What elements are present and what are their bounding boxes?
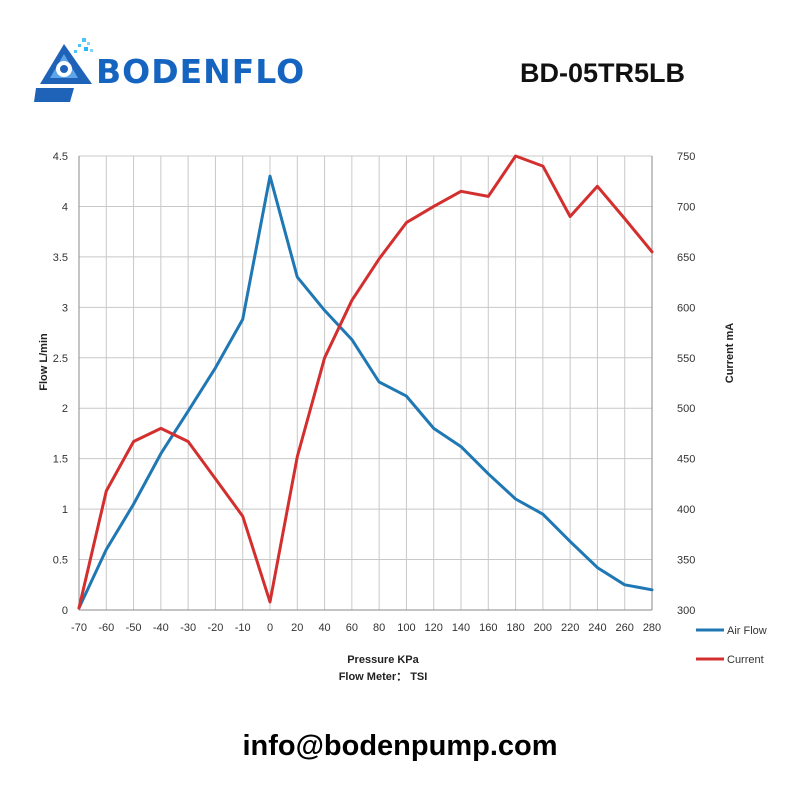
x-tick-label: 80 [373,622,385,634]
x-tick-label: 40 [318,622,330,634]
model-number: BD-05TR5LB [520,58,686,88]
y-tick-label: 4 [62,201,68,213]
y2-tick-label: 500 [677,403,695,415]
x-tick-label: 180 [506,622,524,634]
x-tick-label: 0 [267,622,273,634]
y-tick-label: 4.5 [53,151,68,163]
y-tick-label: 3 [62,302,68,314]
y2-tick-label: 600 [677,302,695,314]
y2-tick-label: 700 [677,201,695,213]
chart-svg: -70 -60 -50 -40 -30 -20 -10 0 20 40 60 80 100 120 140 1… [38,151,767,683]
y2-tick-label: 750 [677,151,695,163]
x-tick-label: 20 [291,622,303,634]
y2-tick-label: 300 [677,605,695,617]
y2-tick-label: 350 [677,555,695,567]
y-axis-label: Flow L/min [38,333,50,391]
x-tick-label: -30 [180,622,196,634]
chart-lines [77,154,654,610]
performance-chart: -70 -60 -50 -40 -30 -20 -10 0 20 40 60 80 100 120 140 1… [0,130,800,700]
x-tick-label: 140 [452,622,470,634]
series-line-air-flow [77,174,654,610]
legend-label-current: Current [727,654,764,666]
contact-email[interactable]: info@bodenpump.com [242,730,558,762]
x-tick-label: 200 [534,622,552,634]
x-tick-label: 280 [643,622,661,634]
x-tick-label: 120 [425,622,443,634]
y2-tick-label: 450 [677,454,695,466]
y-tick-label: 1 [62,504,68,516]
x-tick-label: 240 [588,622,606,634]
brand-name: BODENFLO [96,52,306,91]
header: BODENFLO BD-05TR5LB [0,0,800,120]
legend: Air Flow Current [696,625,767,666]
x-tick-label: -70 [71,622,87,634]
series-line-current [77,154,654,610]
x-tick-label: -20 [207,622,223,634]
x-tick-label: 260 [616,622,634,634]
x-tick-label: 100 [397,622,415,634]
y2-tick-label: 650 [677,252,695,264]
y2-tick-label: 550 [677,353,695,365]
x-axis-label: Pressure KPa [347,654,419,666]
chart-grid [78,155,653,611]
x-tick-label: 60 [346,622,358,634]
y-tick-label: 3.5 [53,252,68,264]
y-tick-label: 0.5 [53,555,68,567]
x-tick-label: 160 [479,622,497,634]
y2-axis-label: Current mA [724,323,736,384]
chart-axes: -70 -60 -50 -40 -30 -20 -10 0 20 40 60 80 100 120 140 1… [53,151,696,634]
y-tick-label: 2 [62,403,68,415]
x-tick-label: -60 [98,622,114,634]
x-tick-label: 220 [561,622,579,634]
legend-label-air-flow: Air Flow [727,625,767,637]
y2-tick-label: 400 [677,504,695,516]
y-tick-label: 2.5 [53,353,68,365]
x-tick-label: -40 [153,622,169,634]
bodenflo-logo-icon [34,38,93,102]
chart-subtitle: Flow Meter： TSI [339,671,428,683]
x-tick-label: -10 [235,622,251,634]
y-tick-label: 0 [62,605,68,617]
x-tick-label: -50 [126,622,142,634]
y-tick-label: 1.5 [53,454,68,466]
